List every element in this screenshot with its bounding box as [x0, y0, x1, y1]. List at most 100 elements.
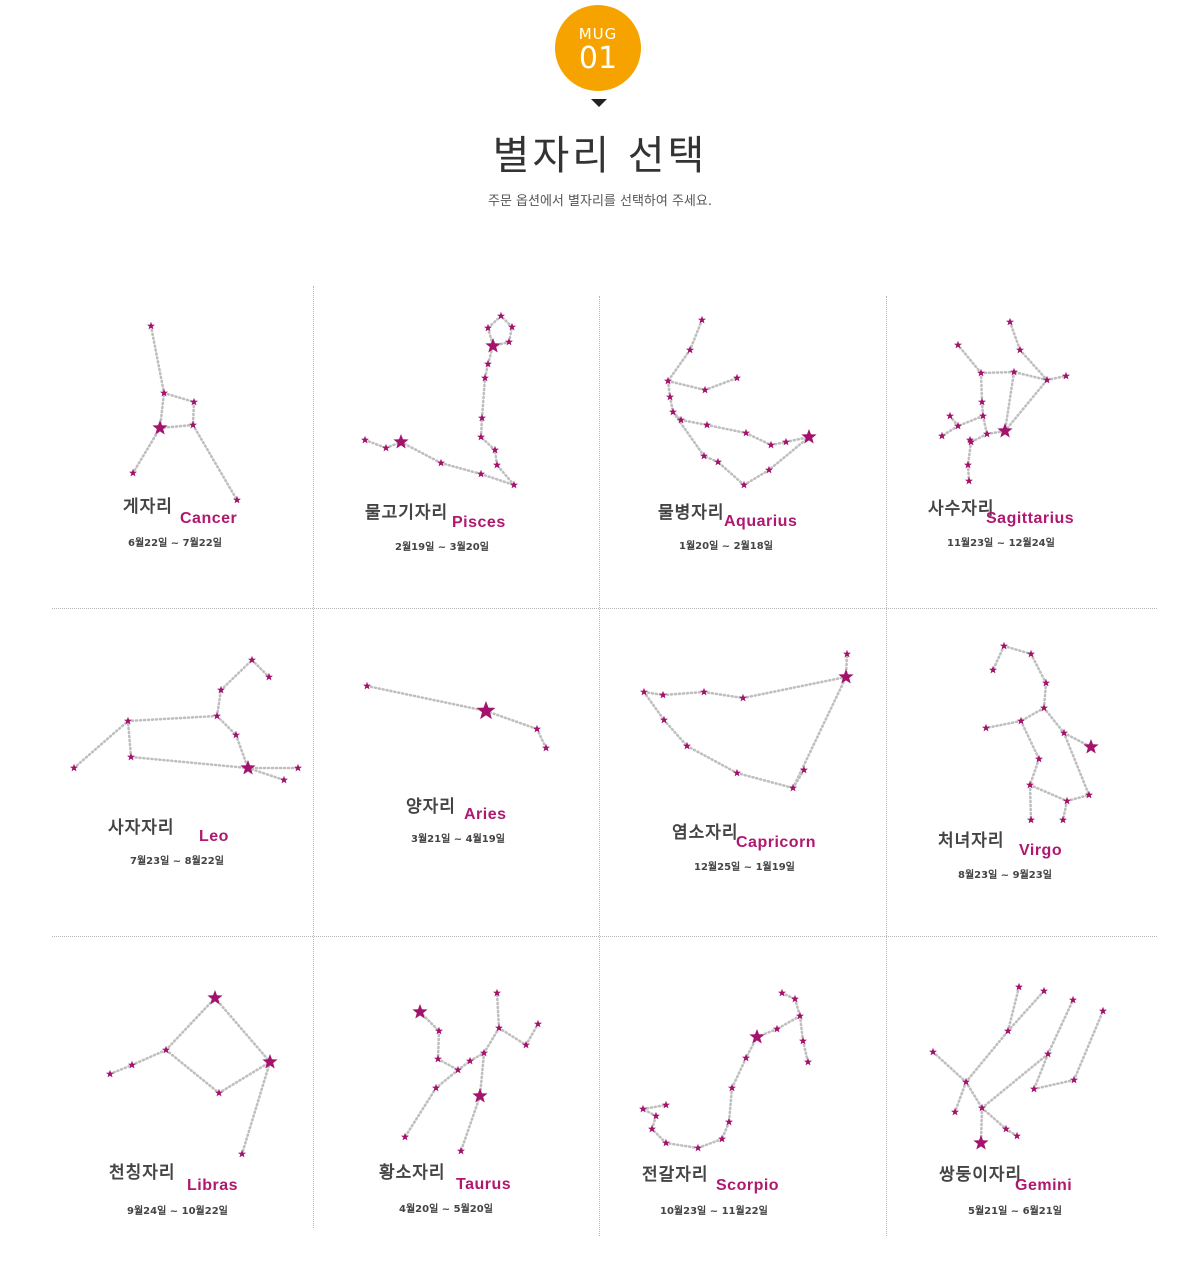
constellation-card-taurus[interactable]: 황소자리 Taurus 4월20일 ~ 5월20일 — [313, 936, 599, 1263]
constellation-card-scorpio[interactable]: 전갈자리 Scorpio 10월23일 ~ 11월22일 — [600, 936, 886, 1263]
constellation-line — [784, 435, 811, 444]
star-icon — [1040, 986, 1048, 995]
star-icon — [733, 373, 741, 382]
star-icon — [733, 768, 741, 777]
star-icon — [728, 1083, 736, 1092]
constellation-line — [956, 343, 983, 375]
constellation-card-virgo[interactable]: 처녀자리 Virgo 8월23일 ~ 9월23일 — [886, 608, 1172, 935]
constellation-line — [980, 1106, 1008, 1131]
star-icon — [476, 701, 496, 720]
constellation-card-libras[interactable]: 천칭자리 Libras 9월24일 ~ 10월22일 — [27, 936, 313, 1263]
star-icon — [694, 1143, 702, 1152]
constellation-line — [741, 675, 848, 700]
constellation-line — [131, 426, 162, 475]
name-en: Scorpio — [716, 1177, 780, 1194]
constellation-card-cancer[interactable]: 게자리 Cancer 6월22일 ~ 7월22일 — [27, 280, 313, 607]
constellation-card-aries[interactable]: 양자리 Aries 3월21일 ~ 4월19일 — [313, 608, 599, 935]
constellation-line — [479, 472, 516, 487]
constellation-line — [436, 1057, 460, 1072]
date-range: 9월24일 ~ 10월22일 — [127, 1206, 228, 1217]
star-icon — [497, 311, 505, 320]
star-icon — [190, 397, 198, 406]
star-icon — [152, 420, 168, 435]
name-ko: 천칭자리 — [109, 1163, 176, 1183]
star-icon — [493, 988, 501, 997]
name-ko: 양자리 — [406, 797, 456, 817]
star-icon — [106, 1069, 114, 1078]
constellation-line — [164, 996, 217, 1052]
constellation-card-leo[interactable]: 사자자리 Leo 7월23일 ~ 8월22일 — [27, 608, 313, 935]
name-en: Sagittarius — [986, 510, 1075, 527]
star-icon — [979, 411, 987, 420]
libras-constellation-diagram — [106, 990, 278, 1158]
star-icon — [533, 724, 541, 733]
star-icon — [495, 1023, 503, 1032]
star-icon — [977, 368, 985, 377]
star-icon — [265, 672, 273, 681]
constellation-line — [126, 714, 219, 723]
constellation-line — [403, 1086, 438, 1139]
star-icon — [1044, 1049, 1052, 1058]
constellation-line — [793, 997, 802, 1018]
star-icon — [962, 1077, 970, 1086]
star-icon — [215, 1088, 223, 1097]
constellation-line — [685, 744, 739, 775]
constellation-line — [495, 463, 516, 487]
constellation-line — [1006, 989, 1046, 1033]
constellation-line — [705, 423, 748, 435]
grid-divider — [599, 296, 600, 1236]
constellation-line — [164, 1048, 221, 1095]
star-icon — [938, 431, 946, 440]
star-icon — [393, 434, 409, 449]
star-icon — [401, 1132, 409, 1141]
constellation-line — [1003, 378, 1049, 433]
star-icon — [782, 437, 790, 446]
constellation-line — [365, 684, 488, 713]
star-icon — [1035, 754, 1043, 763]
star-icon — [804, 1057, 812, 1066]
constellation-line — [956, 414, 985, 428]
constellation-card-sagittarius[interactable]: 사수자리 Sagittarius 11월23일 ~ 12월24일 — [886, 280, 1172, 607]
star-icon — [435, 1026, 443, 1035]
constellation-card-pisces[interactable]: 물고기자리 Pisces 2월19일 ~ 3월20일 — [313, 280, 599, 607]
star-icon — [1069, 995, 1077, 1004]
name-en: Gemini — [1015, 1177, 1073, 1194]
constellation-line — [696, 1137, 724, 1150]
constellation-line — [716, 460, 746, 487]
name-ko: 물고기자리 — [365, 503, 449, 523]
constellation-card-gemini[interactable]: 쌍둥이자리 Gemini 5월21일 ~ 6월21일 — [886, 936, 1172, 1263]
constellation-line — [964, 1080, 984, 1110]
name-en: Leo — [199, 828, 229, 845]
star-icon — [454, 1065, 462, 1074]
constellation-line — [1042, 681, 1048, 710]
star-icon — [1004, 1026, 1012, 1035]
constellation-card-aquarius[interactable]: 물병자리 Aquarius 1월20일 ~ 2월18일 — [600, 280, 886, 607]
star-icon — [965, 476, 973, 485]
star-icon — [232, 730, 240, 739]
constellation-line — [661, 690, 706, 697]
constellation-line — [480, 376, 487, 420]
star-icon — [778, 988, 786, 997]
star-icon — [508, 322, 516, 331]
star-icon — [789, 783, 797, 792]
constellation-line — [767, 435, 811, 472]
star-icon — [698, 315, 706, 324]
name-en: Virgo — [1019, 842, 1063, 859]
constellation-line — [702, 454, 720, 464]
constellation-line — [679, 418, 709, 427]
star-icon — [740, 480, 748, 489]
star-icon — [838, 669, 854, 684]
star-icon — [522, 1040, 530, 1049]
grid-divider — [313, 286, 314, 1228]
name-ko: 사수자리 — [928, 499, 995, 519]
constellation-line — [801, 1039, 810, 1064]
pisces-constellation-diagram — [361, 311, 518, 489]
constellation-card-capricorn[interactable]: 염소자리 Capricorn 12월25일 ~ 1월19일 — [600, 608, 886, 935]
constellation-line — [486, 314, 503, 330]
star-icon — [1060, 728, 1068, 737]
star-icon — [1016, 345, 1024, 354]
date-range: 6월22일 ~ 7월22일 — [128, 538, 222, 549]
star-icon — [481, 373, 489, 382]
star-icon — [493, 460, 501, 469]
mug-badge: MUG 01 — [555, 5, 641, 91]
